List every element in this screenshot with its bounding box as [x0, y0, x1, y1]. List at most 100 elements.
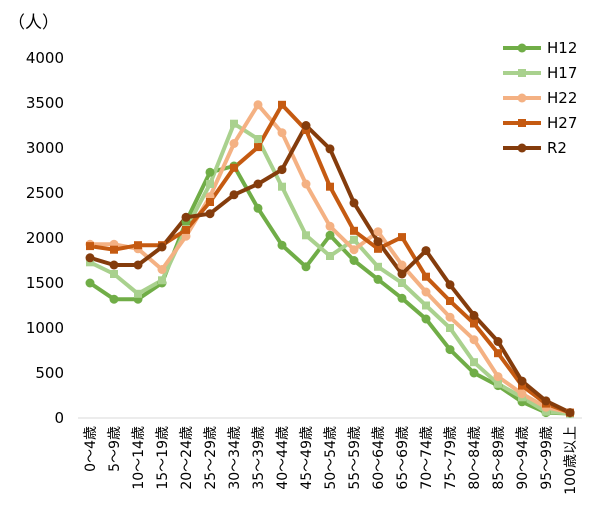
data-point — [493, 337, 503, 346]
x-tick-label: 60～64歳 — [371, 426, 387, 490]
data-point — [446, 297, 454, 305]
x-tick-label: 65～69歳 — [395, 426, 411, 490]
data-point — [350, 235, 358, 244]
data-point — [277, 240, 287, 250]
data-point — [278, 182, 286, 191]
data-point — [374, 262, 382, 271]
x-tick-label: 95～99歳 — [539, 426, 555, 490]
data-point — [182, 225, 190, 234]
data-point — [373, 227, 383, 237]
x-tick-label: 90～94歳 — [515, 426, 531, 490]
legend-label: H27 — [547, 114, 577, 132]
data-point — [565, 408, 575, 418]
legend-label: H22 — [547, 89, 577, 107]
legend-marker — [517, 93, 527, 103]
data-point — [470, 358, 478, 367]
x-tick-label: 20～24歳 — [179, 426, 195, 490]
data-point — [253, 100, 263, 110]
x-tick-label: 5～9歳 — [107, 426, 123, 472]
data-point — [445, 280, 455, 290]
data-point — [398, 233, 406, 242]
data-point — [517, 389, 527, 399]
data-point — [541, 396, 551, 406]
data-point — [349, 245, 359, 255]
data-point — [326, 182, 334, 191]
data-point — [205, 167, 215, 177]
legend-marker — [518, 69, 526, 77]
x-tick-label: 30～34歳 — [227, 426, 243, 490]
data-point — [205, 209, 215, 219]
legend-marker — [518, 119, 526, 127]
data-point — [253, 203, 263, 213]
y-tick-label: 3000 — [26, 139, 64, 157]
data-point — [109, 294, 119, 304]
legend: H12 H17 H22 H27 R2 — [503, 39, 577, 157]
legend-label: H12 — [547, 39, 577, 57]
data-point — [206, 180, 214, 188]
data-point — [494, 349, 502, 358]
data-point — [157, 242, 167, 252]
x-tick-label: 10～14歳 — [131, 426, 147, 490]
legend-marker — [517, 43, 527, 53]
y-tick-label: 0 — [54, 409, 64, 427]
data-point — [134, 241, 142, 250]
y-axis-ticks: 4000 3500 3000 2500 2000 1500 1000 500 0 — [26, 49, 64, 427]
data-point — [301, 179, 311, 189]
data-point — [398, 279, 406, 287]
y-tick-label: 1000 — [26, 319, 64, 337]
data-point — [446, 324, 454, 332]
x-tick-label: 100歳以上 — [563, 426, 579, 495]
data-point — [229, 139, 239, 148]
data-point — [374, 244, 382, 253]
data-point — [421, 314, 431, 324]
x-tick-label: 45～49歳 — [299, 426, 315, 490]
data-point — [469, 310, 479, 320]
x-tick-label: 35～39歳 — [251, 426, 267, 490]
data-point — [206, 198, 214, 206]
data-point — [422, 301, 430, 310]
data-point — [230, 163, 238, 172]
data-point — [277, 165, 287, 175]
data-point — [85, 278, 95, 288]
data-point — [302, 231, 310, 240]
x-axis-ticks: 0～4歳 5～9歳 10～14歳 15～19歳 20～24歳 25～29歳 30～34歳 35… — [83, 426, 579, 495]
data-point — [110, 245, 118, 254]
x-tick-label: 15～19歳 — [155, 426, 171, 490]
y-tick-label: 3500 — [26, 94, 64, 112]
y-tick-label: 500 — [35, 364, 64, 382]
data-point — [397, 260, 407, 270]
data-point — [301, 121, 311, 130]
y-tick-label: 2500 — [26, 184, 64, 202]
data-point — [469, 368, 479, 378]
x-tick-label: 50～54歳 — [323, 426, 339, 490]
data-point — [325, 221, 335, 231]
data-point — [277, 128, 287, 138]
data-point — [229, 190, 239, 200]
data-point — [397, 293, 407, 303]
data-point — [349, 198, 359, 208]
x-tick-label: 0～4歳 — [83, 426, 99, 472]
data-point — [325, 144, 335, 154]
data-point — [181, 231, 191, 241]
x-tick-label: 70～74歳 — [419, 426, 435, 490]
x-tick-label: 55～59歳 — [347, 426, 363, 490]
data-point — [253, 179, 263, 189]
data-point — [181, 212, 191, 222]
y-tick-label: 4000 — [26, 49, 64, 67]
data-point — [278, 100, 286, 109]
data-point — [373, 274, 383, 284]
data-point — [254, 143, 262, 152]
data-point — [158, 276, 166, 285]
data-point — [86, 242, 94, 251]
legend-label: R2 — [547, 139, 567, 157]
data-point — [134, 289, 142, 298]
data-point — [350, 226, 358, 235]
data-point — [325, 230, 335, 240]
y-tick-label: 1500 — [26, 274, 64, 292]
data-point — [517, 376, 527, 386]
data-point — [494, 379, 502, 388]
data-point — [157, 265, 167, 274]
x-tick-label: 40～44歳 — [275, 426, 291, 490]
y-tick-label: 2000 — [26, 229, 64, 247]
